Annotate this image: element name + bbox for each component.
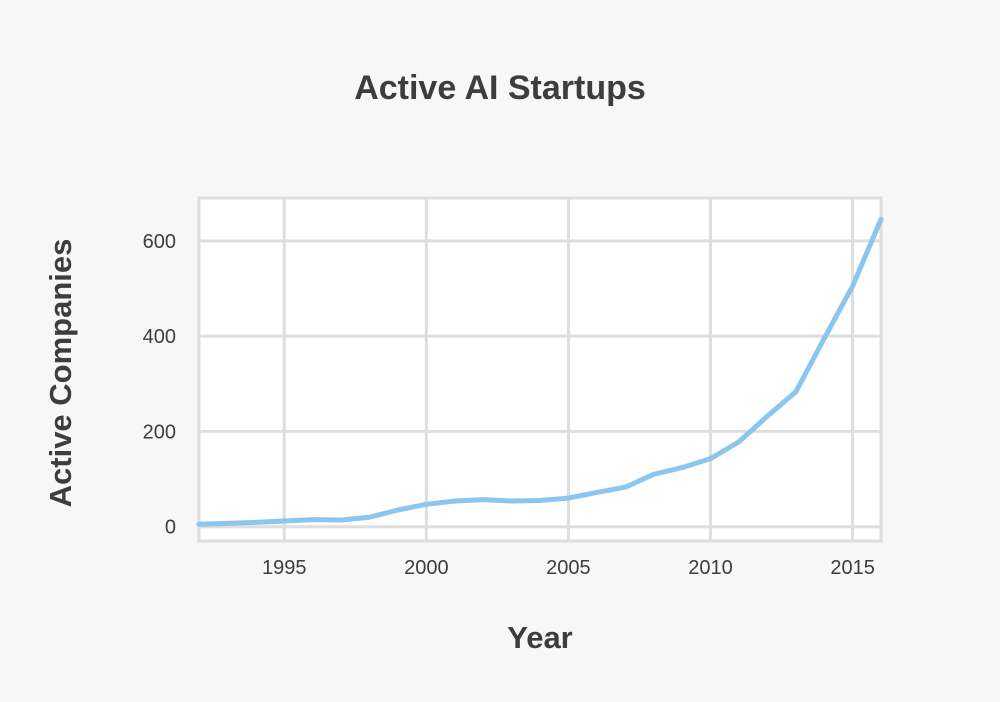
- y-tick-label: 200: [143, 421, 176, 443]
- series-line: [196, 216, 884, 527]
- y-axis-label: Active Companies: [43, 239, 78, 508]
- y-tick-label: 0: [165, 517, 176, 539]
- chart-title: Active AI Startups: [354, 69, 646, 107]
- x-tick-label: 1995: [262, 557, 307, 579]
- plot-area: 1995 2000 2005 2010 2015 0 200 400 600: [143, 196, 884, 579]
- x-tick-label: 2000: [404, 557, 449, 579]
- plot-background: [199, 198, 881, 541]
- y-tick-label: 600: [143, 231, 176, 253]
- x-tick-label: 2010: [688, 557, 733, 579]
- y-tick-label: 400: [143, 326, 176, 348]
- x-axis-label: Year: [507, 620, 573, 655]
- plot-border: [197, 196, 883, 543]
- x-tick-label: 2015: [830, 557, 875, 579]
- x-tick-label: 2005: [546, 557, 591, 579]
